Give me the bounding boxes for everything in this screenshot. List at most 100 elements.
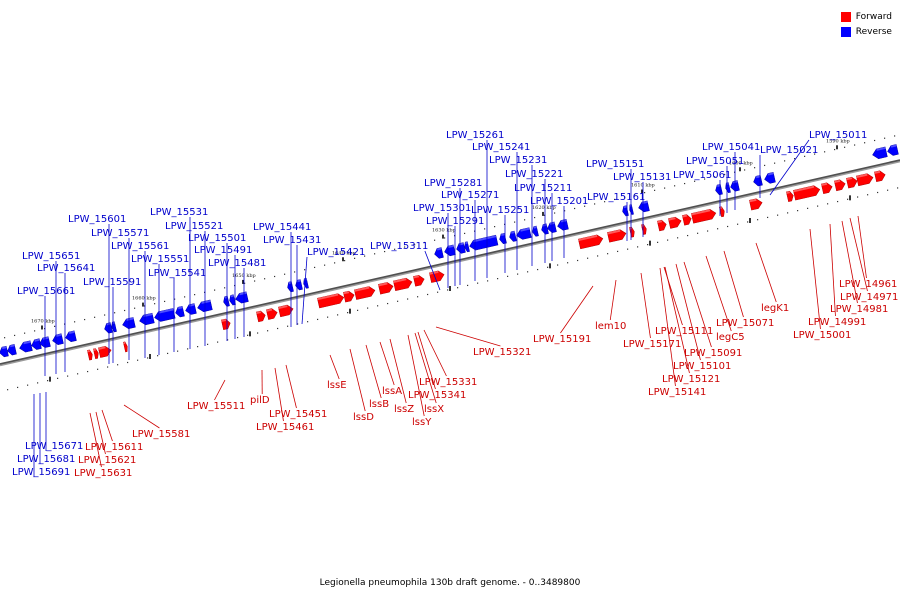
reverse-gene[interactable] [463,241,470,253]
gene-label[interactable]: LPW_15601 [68,214,126,225]
reverse-gene[interactable] [30,338,42,351]
reverse-gene[interactable] [51,333,64,346]
gene-label[interactable]: LPW_15561 [111,241,169,252]
reverse-gene[interactable] [153,308,176,322]
gene-label[interactable]: lssX [424,404,444,415]
forward-gene[interactable] [629,226,635,238]
gene-label[interactable]: LPW_15121 [662,374,720,385]
gene-label[interactable]: lssA [382,386,402,397]
gene-label[interactable]: LPW_15241 [472,142,530,153]
reverse-gene[interactable] [556,218,569,231]
gene-label[interactable]: LPW_15541 [148,268,206,279]
reverse-gene[interactable] [174,305,185,318]
forward-gene[interactable] [123,341,128,353]
reverse-gene[interactable] [871,146,888,160]
forward-gene[interactable] [749,198,763,211]
gene-label[interactable]: LPW_15301 [413,203,471,214]
reverse-gene[interactable] [433,247,444,260]
gene-label[interactable]: LPW_15621 [78,455,136,466]
gene-label[interactable]: LPW_15591 [83,277,141,288]
forward-gene[interactable] [856,173,874,187]
gene-label[interactable]: LPW_15261 [446,130,504,141]
gene-label[interactable]: LPW_14991 [808,317,866,328]
forward-gene[interactable] [429,270,445,283]
gene-label[interactable]: LPW_15461 [256,422,314,433]
forward-gene[interactable] [641,224,647,235]
gene-label[interactable]: LPW_15421 [307,247,365,258]
reverse-gene[interactable] [184,303,197,316]
gene-label[interactable]: LPW_15551 [131,254,189,265]
forward-gene[interactable] [682,214,692,226]
forward-gene[interactable] [657,219,667,232]
gene-label[interactable]: LPW_15651 [22,251,80,262]
gene-label[interactable]: LPW_15011 [809,130,867,141]
forward-gene[interactable] [343,290,355,303]
gene-label[interactable]: LPW_14981 [830,304,888,315]
reverse-gene[interactable] [294,279,303,291]
gene-label[interactable]: LPW_15151 [586,159,644,170]
forward-gene[interactable] [578,234,604,250]
gene-label[interactable]: legC5 [716,332,745,343]
gene-label[interactable]: lssB [369,399,389,410]
gene-label[interactable]: LPW_15321 [473,347,531,358]
reverse-gene[interactable] [886,144,899,156]
gene-label[interactable]: lssD [353,412,374,423]
gene-label[interactable]: LPW_15331 [419,377,477,388]
gene-label[interactable]: LPW_15141 [648,387,706,398]
forward-gene[interactable] [793,185,821,201]
gene-label[interactable]: LPW_15271 [441,190,499,201]
forward-gene[interactable] [93,348,99,360]
gene-label[interactable]: LPW_15071 [716,318,774,329]
gene-label[interactable]: lssE [327,380,347,391]
forward-gene[interactable] [278,304,294,318]
gene-label[interactable]: LPW_15631 [74,468,132,479]
reverse-gene[interactable] [724,182,731,194]
forward-gene[interactable] [786,190,794,202]
gene-label[interactable]: LPW_15191 [533,334,591,345]
reverse-gene[interactable] [714,184,723,196]
reverse-gene[interactable] [228,294,236,306]
reverse-gene[interactable] [637,200,650,213]
gene-label[interactable]: LPW_15511 [187,401,245,412]
reverse-gene[interactable] [0,345,9,358]
gene-label[interactable]: LPW_15201 [530,196,588,207]
gene-label[interactable]: LPW_15441 [253,222,311,233]
reverse-gene[interactable] [234,291,249,304]
gene-label[interactable]: LPW_15571 [91,228,149,239]
forward-gene[interactable] [378,281,394,295]
gene-label[interactable]: lssZ [394,404,414,415]
gene-label[interactable]: LPW_15091 [684,348,742,359]
reverse-gene[interactable] [121,317,136,329]
forward-gene[interactable] [393,277,413,292]
gene-label[interactable]: LPW_15021 [760,145,818,156]
gene-label[interactable]: LPW_15101 [673,361,731,372]
gene-label[interactable]: LPW_15311 [370,241,428,252]
reverse-gene[interactable] [531,225,539,237]
reverse-gene[interactable] [6,344,17,356]
reverse-gene[interactable] [286,281,294,293]
forward-gene[interactable] [266,308,278,320]
reverse-gene[interactable] [103,322,113,334]
reverse-gene[interactable] [455,242,466,255]
gene-label[interactable]: LPW_15111 [655,326,713,337]
gene-label[interactable]: LPW_15661 [17,286,75,297]
gene-label[interactable]: lem10 [595,321,626,332]
forward-gene[interactable] [317,292,345,309]
forward-gene[interactable] [221,318,231,331]
gene-label[interactable]: LPW_15281 [424,178,482,189]
gene-label[interactable]: LPW_15221 [505,169,563,180]
reverse-gene[interactable] [508,230,517,242]
gene-label[interactable]: LPW_15501 [188,233,246,244]
gene-label[interactable]: LPW_15231 [489,155,547,166]
gene-label[interactable]: LPW_15641 [37,263,95,274]
reverse-gene[interactable] [443,244,456,257]
reverse-gene[interactable] [468,234,499,251]
reverse-gene[interactable] [515,227,532,241]
gene-label[interactable]: LPW_15671 [25,441,83,452]
gene-label[interactable]: LPW_15451 [269,409,327,420]
reverse-gene[interactable] [540,223,549,235]
gene-label[interactable]: LPW_15061 [673,170,731,181]
gene-label[interactable]: LPW_15681 [17,454,75,465]
forward-gene[interactable] [846,176,858,189]
gene-label[interactable]: LPW_14961 [839,279,897,290]
